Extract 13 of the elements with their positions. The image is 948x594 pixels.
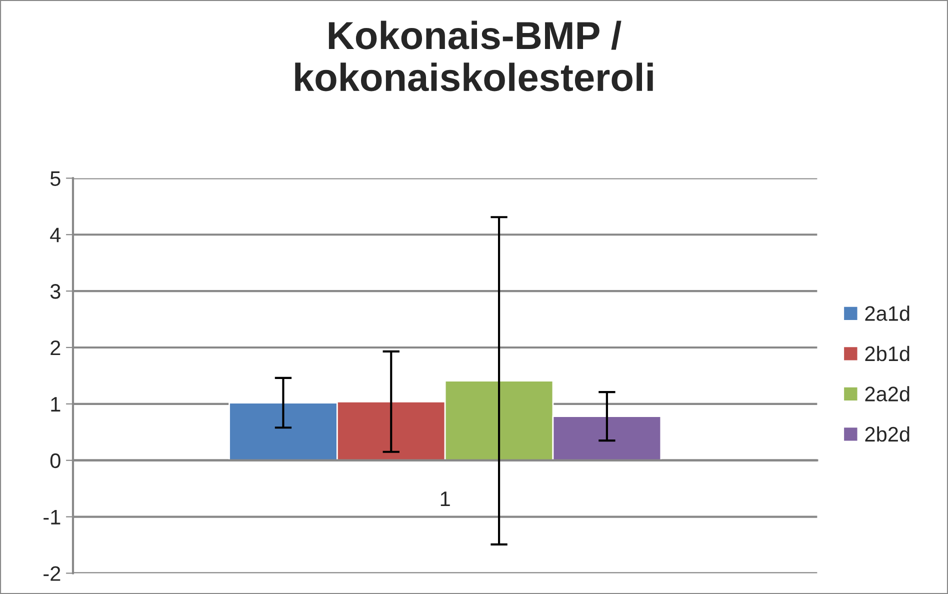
y-tick-label: 5 [50,171,60,186]
y-tick-label: 1 [51,397,60,412]
y-tick-label: 4 [50,228,61,242]
legend-label: 2b2d [865,426,910,442]
legend-label: 2a2d [865,386,910,402]
y-tick-label: 3 [50,284,60,299]
legend-label: 2a1d [865,306,910,321]
legend-label: 2b1d [865,346,910,362]
y-tick-label: 2 [50,340,60,356]
y-tick-label: -2 [44,566,60,581]
y-tick-label: 0 [50,453,60,468]
y-tick-label: -1 [44,510,60,524]
chart-title: Kokonais-BMP / kokonaiskolesteroli [295,20,653,92]
